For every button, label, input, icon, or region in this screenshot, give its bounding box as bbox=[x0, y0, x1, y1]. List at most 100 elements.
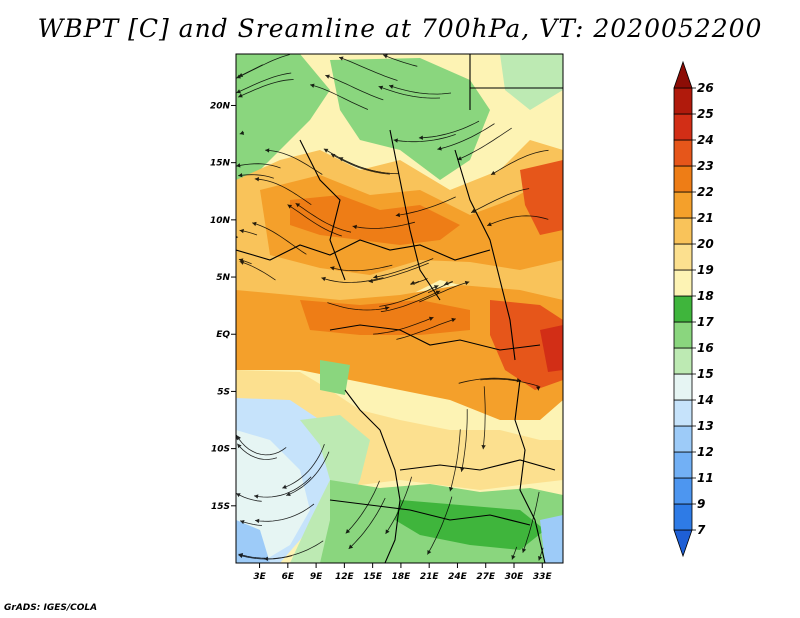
colorbar-segment bbox=[673, 87, 693, 115]
y-tick-label: 20N bbox=[210, 101, 231, 111]
streamline-arrow bbox=[410, 280, 415, 285]
field-blob bbox=[500, 54, 563, 110]
x-tick-label: 33E bbox=[533, 572, 553, 582]
chart-title: WBPT [C] and Sreamline at 700hPa, VT: 20… bbox=[37, 14, 763, 43]
streamline bbox=[263, 540, 324, 560]
colorbar-segment bbox=[673, 191, 693, 219]
streamline bbox=[254, 178, 312, 206]
streamline bbox=[437, 123, 495, 150]
colorbar-segment bbox=[673, 529, 693, 558]
streamline bbox=[427, 281, 453, 294]
streamline-arrow bbox=[437, 146, 442, 151]
field-blob bbox=[330, 58, 490, 180]
streamline-arrow bbox=[433, 285, 439, 290]
country-borders bbox=[236, 54, 563, 563]
colorbar-label: 26 bbox=[697, 81, 714, 95]
streamline-arrow bbox=[345, 529, 351, 534]
streamline-arrow bbox=[491, 170, 496, 175]
streamline-arrow bbox=[236, 74, 241, 79]
streamline-arrow bbox=[282, 484, 287, 489]
colorbar-label: 21 bbox=[697, 211, 714, 225]
streamline-arrow bbox=[487, 222, 492, 227]
streamline-arrow bbox=[252, 221, 257, 227]
streamline bbox=[522, 491, 540, 553]
colorbar-label: 7 bbox=[697, 523, 706, 537]
streamline bbox=[482, 386, 486, 450]
streamline-arrow bbox=[254, 177, 260, 182]
colorbar-label: 9 bbox=[697, 497, 705, 511]
streamline-arrow bbox=[339, 56, 344, 61]
x-tick-label: 6E bbox=[282, 572, 295, 582]
streamline-arrow bbox=[239, 260, 245, 265]
field-blob bbox=[395, 500, 545, 550]
colorbar-segment bbox=[673, 347, 693, 375]
x-tick-label: 30E bbox=[505, 572, 525, 582]
x-tick-label: 21E bbox=[420, 572, 440, 582]
y-tick-label: 10N bbox=[210, 216, 231, 226]
streamline bbox=[295, 202, 352, 233]
colorbar-label: 14 bbox=[697, 393, 714, 407]
streamline bbox=[330, 153, 390, 175]
streamline-arrow bbox=[295, 203, 301, 208]
streamline-arrow bbox=[481, 444, 486, 450]
streamline-arrow bbox=[348, 544, 354, 549]
streamline-arrow bbox=[254, 494, 259, 499]
streamline-arrow bbox=[444, 281, 449, 286]
streamline bbox=[236, 163, 281, 169]
border-line bbox=[329, 324, 541, 351]
y-tick-label: EQ bbox=[216, 330, 230, 340]
streamline bbox=[457, 127, 512, 161]
streamline-arrow bbox=[265, 148, 270, 153]
colorbar-segment bbox=[673, 425, 693, 453]
streamline-arrow bbox=[538, 555, 543, 561]
streamline-arrow bbox=[263, 556, 268, 562]
streamline-arrow bbox=[395, 212, 401, 218]
streamline bbox=[236, 54, 290, 79]
field-blob bbox=[540, 515, 563, 563]
streamline-arrow bbox=[240, 520, 245, 525]
streamline bbox=[286, 451, 330, 496]
streamline-arrow bbox=[352, 224, 357, 230]
streamline-arrow bbox=[255, 518, 260, 524]
border-line bbox=[329, 499, 531, 526]
streamline-arrow bbox=[373, 274, 378, 279]
colorbar-segment bbox=[673, 295, 693, 323]
colorbar-segment bbox=[673, 243, 693, 271]
colorbar-label: 19 bbox=[697, 263, 714, 277]
colorbar-label: 15 bbox=[697, 367, 714, 381]
streamline-arrow bbox=[383, 54, 388, 59]
y-tick-label: 10S bbox=[211, 445, 230, 455]
streamline bbox=[236, 435, 287, 456]
colorbar-label: 16 bbox=[697, 341, 714, 355]
border-line bbox=[299, 139, 346, 281]
streamline bbox=[238, 174, 274, 179]
colorbar-label: 25 bbox=[697, 107, 714, 121]
streamline-arrow bbox=[236, 493, 241, 498]
streamline bbox=[345, 480, 380, 534]
streamline-arrow bbox=[237, 443, 242, 449]
streamline-arrow bbox=[385, 529, 390, 534]
streamline-arrow bbox=[378, 85, 384, 90]
streamline bbox=[254, 476, 312, 498]
streamline-arrow bbox=[310, 83, 315, 88]
streamline bbox=[373, 316, 434, 335]
field-blob bbox=[540, 325, 563, 372]
streamline bbox=[239, 261, 276, 281]
border-line bbox=[454, 149, 516, 361]
y-tick-label: 5S bbox=[217, 387, 230, 397]
border-line bbox=[236, 239, 491, 261]
streamline bbox=[393, 134, 456, 143]
streamline-arrow bbox=[427, 549, 432, 555]
streamline-arrow bbox=[464, 280, 470, 286]
streamline bbox=[379, 285, 439, 307]
colorbar-segment bbox=[673, 503, 693, 531]
streamline bbox=[378, 86, 441, 99]
streamline-arrow bbox=[238, 553, 244, 558]
streamline bbox=[388, 85, 452, 95]
streamline bbox=[238, 553, 266, 559]
streamline bbox=[327, 302, 390, 311]
streamline bbox=[380, 290, 441, 313]
x-tick-label: 9E bbox=[310, 572, 323, 582]
colorbar-segment bbox=[673, 139, 693, 167]
